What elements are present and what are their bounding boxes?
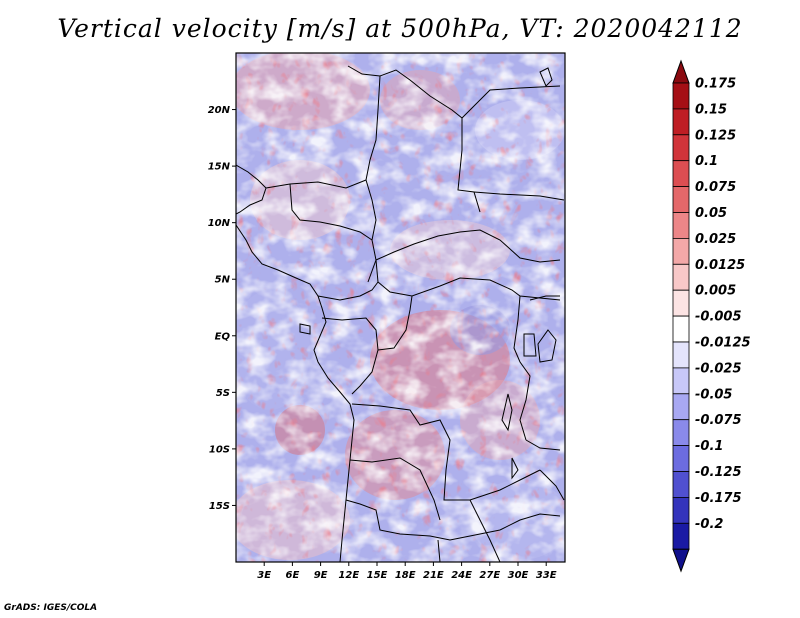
lat-tick-label: 5N [215,275,231,286]
lon-tick-label: 33E [536,570,557,581]
colorbar-swatch [672,212,690,239]
colorbar-label: -0.025 [695,361,742,376]
colorbar-swatch [672,82,690,110]
lon-tick-label: 15E [367,570,388,581]
colorbar-swatch [672,134,690,162]
lon-tick-label: 6E [286,570,300,581]
grads-credit: GrADS: IGES/COLA [4,603,98,613]
colorbar-label: 0.075 [695,180,736,195]
colorbar-label: -0.0125 [695,336,751,351]
colorbar-swatch [672,419,690,447]
colorbar-label: -0.05 [695,387,732,402]
lon-tick-label: 9E [314,570,328,581]
colorbar-label: 0.125 [695,128,736,143]
colorbar-swatch [672,471,690,498]
colorbar-label: 0.0125 [695,258,745,273]
colorbar-swatch [672,367,690,395]
colorbar-swatch [672,237,690,265]
axis-ticks: 20N 15N 10N 5N EQ 5S 10S 15S 3E 6E 9E 12E 15E 18E 21E 2… [208,105,557,581]
lat-tick-label: 5S [216,388,230,399]
colorbar-label: -0.175 [695,491,742,506]
map-title: Vertical velocity [m/s] at 500hPa, VT: 2… [57,14,743,43]
lon-tick-label: 12E [338,570,359,581]
colorbar-label: 0.05 [695,206,727,221]
colorbar-swatch [672,315,690,343]
colorbar-label: 0.15 [695,102,727,117]
colorbar-label: -0.075 [695,413,742,428]
colorbar-swatch [672,108,690,136]
lon-tick-label: 18E [395,570,416,581]
lon-tick-label: 27E [479,570,500,581]
colorbar-swatch [672,522,690,550]
lat-tick-label: 10N [208,218,231,229]
lon-tick-label: 30E [508,570,529,581]
colorbar-bottom-arrow [672,548,690,573]
colorbar-swatch [672,263,690,291]
colorbar-label: 0.1 [695,154,718,169]
colorbar: 0.175 0.15 0.125 0.1 0.075 0.05 0.025 0.0125 0.0… [672,59,751,573]
colorbar-swatch [672,186,690,213]
lon-tick-label: 24E [451,570,472,581]
colorbar-swatch [672,393,690,421]
colorbar-swatch [672,160,690,187]
lat-tick-label: 15N [208,162,231,173]
lat-tick-label: EQ [215,331,231,342]
lon-tick-label: 3E [257,570,271,581]
colorbar-swatch [672,445,690,472]
colorbar-label: 0.025 [695,232,736,247]
colorbar-label: 0.175 [695,77,736,92]
lat-tick-label: 15S [209,501,230,512]
colorbar-swatch [672,289,690,317]
colorbar-swatch [672,496,690,524]
colorbar-label: -0.125 [695,465,742,480]
colorbar-label: -0.1 [695,439,723,454]
country-borders [236,65,565,562]
colorbar-swatch [672,341,690,369]
vertical-velocity-field [236,53,565,562]
lon-tick-label: 21E [423,570,444,581]
colorbar-label: -0.2 [695,517,723,532]
colorbar-label: 0.005 [695,284,736,299]
lat-tick-label: 20N [208,105,231,116]
colorbar-label: -0.005 [695,310,742,325]
colorbar-top-arrow [672,59,690,84]
lat-tick-label: 10S [209,444,230,455]
map-frame [235,52,566,563]
